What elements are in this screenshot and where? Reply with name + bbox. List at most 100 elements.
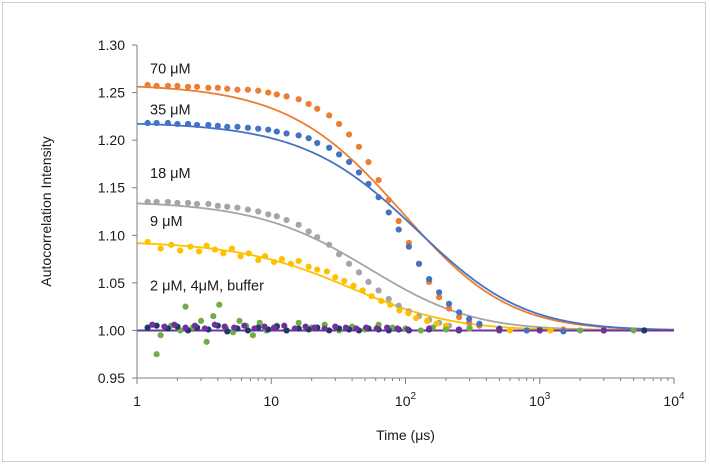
data-point-series-7 [221,323,228,330]
data-point-series-7 [171,321,178,328]
data-point-series-7 [191,322,199,329]
data-point-series-7 [281,322,288,329]
data-point-series-4 [341,277,348,285]
data-point-series-7 [270,324,278,331]
data-point-series-3 [214,202,221,209]
data-point-series-2 [265,126,272,133]
data-point-series-4 [168,241,175,248]
concentration-label: 35 μM [150,102,191,118]
data-point-series-2 [273,128,280,135]
data-point-series-4 [314,266,321,273]
concentration-annotations: 70 μM 35 μM 18 μM 9 μM 2 μM, 4μM, buffer [150,62,264,295]
x-tick-label: 103 [529,391,551,409]
data-point-series-1 [193,83,201,90]
y-tick-label: 1.00 [98,322,125,338]
data-point-series-1 [255,87,262,94]
data-point-series-7 [404,326,411,333]
data-point-series-2 [314,139,321,147]
data-point-series-7 [394,325,401,332]
data-point-series-4 [245,250,252,257]
data-point-series-1 [326,112,333,119]
data-point-series-3 [244,206,251,213]
data-point-series-1 [184,83,192,90]
data-point-series-1 [335,120,343,128]
data-point-series-2 [305,135,312,142]
data-point-series-4 [211,246,218,253]
data-point-series-7 [211,321,218,328]
data-point-series-6 [144,324,151,331]
data-point-series-3 [314,234,321,241]
data-point-series-4 [350,282,357,289]
data-point-series-6 [244,327,251,334]
y-tick-label: 1.05 [98,275,125,291]
data-point-series-5 [210,313,217,320]
data-point-series-2 [476,320,483,327]
axes: 0.95 1.00 1.05 1.10 1.15 1.20 1.25 1.30 1 10 102 10… [98,37,685,409]
data-point-series-5 [203,338,210,345]
data-point-series-2 [193,121,201,129]
data-point-series-7 [291,325,298,332]
data-point-series-4 [157,245,164,252]
data-point-series-2 [234,123,241,130]
data-point-series-4 [506,327,514,334]
data-point-series-4 [368,293,375,300]
data-point-series-2 [523,327,530,334]
data-point-series-7 [261,323,268,330]
data-point-series-4 [220,250,227,257]
data-point-series-4 [359,287,366,294]
data-point-series-1 [273,91,280,98]
data-point-series-3 [365,278,372,286]
y-tick-label: 1.25 [98,85,125,101]
data-point-series-3 [224,203,231,210]
data-point-series-1 [456,314,463,321]
data-point-series-5 [197,317,205,325]
data-point-series-2 [375,194,382,201]
concentration-label: 9 μM [150,214,183,230]
fit-line-2 [137,122,674,331]
autocorrelation-chart: 0.95 1.00 1.05 1.10 1.15 1.20 1.25 1.30 1 10 102 10… [38,37,685,443]
data-point-series-3 [234,204,241,211]
data-point-series-3 [164,198,172,206]
data-point-series-2 [283,130,290,137]
data-point-series-4 [378,297,385,305]
data-point-series-2 [214,122,221,129]
y-tick-label: 1.10 [98,227,125,243]
data-point-series-4 [405,310,412,317]
data-point-series-4 [270,258,278,266]
data-point-series-5 [182,303,189,310]
data-point-series-5 [216,301,223,308]
y-tick-label: 1.20 [98,132,125,148]
data-point-series-4 [237,253,244,260]
data-point-series-2 [164,119,172,127]
data-point-series-1 [385,196,392,204]
data-point-series-7 [373,325,380,332]
data-point-series-2 [244,124,251,131]
data-point-series-2 [224,123,231,130]
data-point-series-2 [355,169,363,176]
data-point-series-1 [244,86,251,93]
data-point-series-1 [234,86,241,93]
data-point-series-1 [445,305,453,312]
data-point-series-1 [174,82,181,90]
data-point-series-5 [153,351,160,358]
data-point-series-7 [311,324,318,331]
data-point-series-2 [365,180,372,188]
fit-line-1 [137,85,674,331]
data-point-series-4 [332,274,339,281]
data-point-series-2 [426,275,433,283]
data-point-series-3 [205,200,212,207]
data-point-series-5 [256,319,263,326]
data-point-series-7 [332,323,339,330]
data-point-series-4 [323,268,331,275]
data-point-series-2 [184,120,192,128]
data-point-series-7 [251,325,258,332]
data-point-series-1 [314,105,321,112]
data-point-series-7 [161,323,168,330]
y-axis-label: Autocorrelation Intensity [38,136,54,286]
data-point-series-4 [203,242,210,249]
data-point-series-4 [287,260,294,267]
data-point-series-1 [224,85,231,92]
data-point-series-3 [326,241,333,248]
data-point-series-7 [342,324,350,331]
data-point-series-4 [228,245,236,252]
